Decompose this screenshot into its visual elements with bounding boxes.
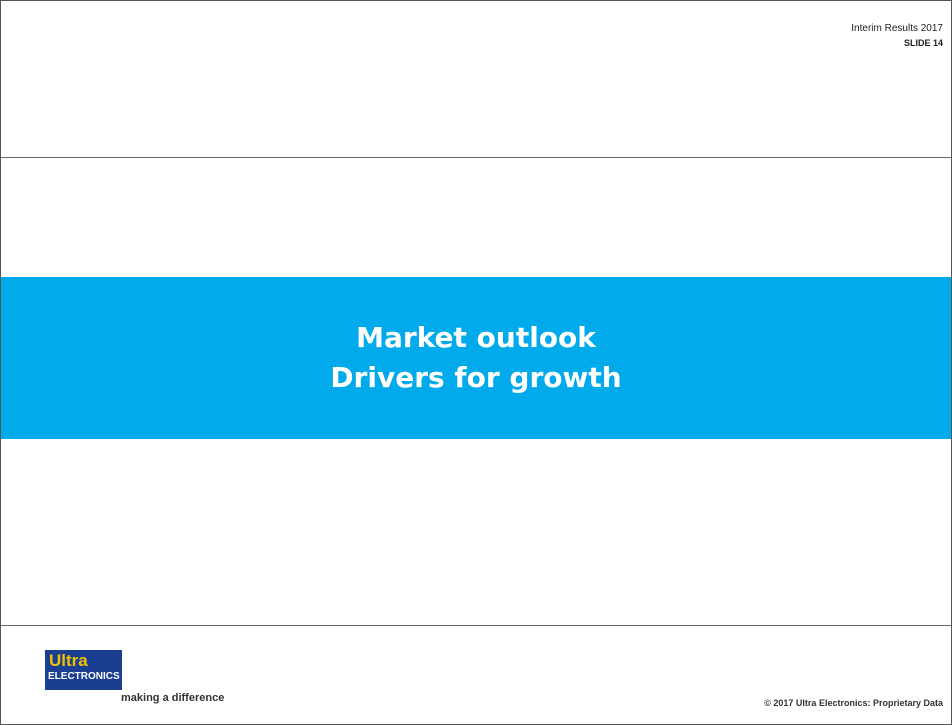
copyright: © 2017 Ultra Electronics: Proprietary Da…	[764, 698, 943, 708]
slide-number: SLIDE 14	[903, 38, 943, 48]
logo-text: ELECTRONICS	[48, 671, 120, 682]
title: Market outlook	[356, 321, 596, 354]
logo-text: Ultra	[49, 651, 88, 670]
logo: Ultra ELECTRONICS	[45, 650, 122, 690]
header-text: Interim Results 2017	[851, 23, 943, 34]
divider	[1, 625, 951, 626]
header: Interim Results 2017 SLIDE 14	[851, 21, 943, 51]
tagline: making a difference	[121, 692, 225, 704]
subtitle: Drivers for growth	[330, 361, 622, 394]
title-band: Market outlook Drivers for growth	[1, 277, 951, 439]
divider	[1, 157, 951, 158]
